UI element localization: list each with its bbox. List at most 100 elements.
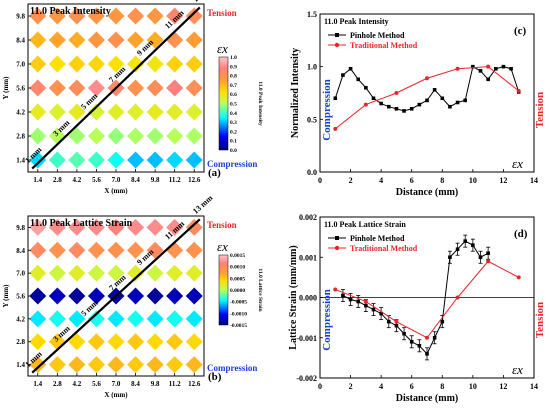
heatmap-cell [127,218,145,236]
y-tick-label: 5.6 [16,293,25,301]
x-tick-label: 10 [469,176,477,185]
panel-title: 11.0 Peak Lattice Strain [30,218,133,229]
data-point [440,319,445,324]
heatmap-cell [68,310,86,328]
colorbar-tick-label: 0.0015 [230,253,245,259]
panel-title: 11.0 Peak Intensity [324,17,389,26]
heatmap-cell [48,103,66,121]
heatmap-cell [185,264,203,282]
heatmap-cell [107,310,125,328]
heatmap-cell [166,310,184,328]
heatmap-cell [87,333,105,351]
data-point [455,66,460,71]
x-tick-label: 12 [499,176,507,185]
x-axis-label: X (mm) [104,187,128,195]
data-point [386,319,391,324]
heatmap-cell [146,151,164,169]
data-point [363,299,368,304]
x-tick-label: 5.6 [92,176,101,184]
heatmap-cell [48,241,66,259]
heatmap-cell [127,356,145,374]
heatmap-cell [146,218,164,236]
heatmap-cell [48,151,66,169]
data-point [394,107,399,111]
x-tick-label: 2 [349,176,353,185]
data-point [463,98,468,103]
heatmap-cell [146,287,164,305]
colorbar-tick-label: -0.0010 [230,311,247,317]
line-distance-label: 13 mm [191,193,215,216]
heatmap-cell [87,31,105,49]
data-point [356,299,361,304]
heatmap-cell [185,151,203,169]
tension-label: Tension [534,302,546,338]
heatmap-cell [185,31,203,49]
heatmap-cell [107,241,125,259]
heatmap-cell [68,241,86,259]
data-point [333,96,338,101]
legend-label: Traditional Method [350,244,418,253]
data-point [409,107,414,111]
x-tick-label: 11.2 [169,380,181,388]
data-point [486,64,491,69]
heatmap-cell [127,7,145,25]
colorbar-label: 11.0 Lattice Strain [257,268,263,311]
heatmap-cell [29,79,47,97]
heatmap-cell [146,333,164,351]
colorbar-tick-label: 0.3 [230,120,237,126]
data-point [432,88,437,92]
strain-symbol: εx [512,156,523,171]
data-point [471,243,475,247]
heatmap-cell [107,218,125,236]
heatmap-cell [48,356,66,374]
x-tick-label: 7.0 [112,176,121,184]
heatmap-cell [68,55,86,73]
heatmap-cell [29,127,47,145]
x-tick-label: 11.2 [169,176,181,184]
strain-symbol: εx [217,239,228,254]
data-point [486,77,490,82]
heatmap-cell [127,333,145,351]
heatmap-cell [68,79,86,97]
heatmap-cell [107,151,125,169]
y-tick-label: 4.2 [16,315,25,323]
x-tick-label: 4.2 [73,380,82,388]
heatmap-cell [146,31,164,49]
heatmap-cell [87,287,105,305]
heatmap-cell [48,55,66,73]
heatmap-cell [166,356,184,374]
x-tick-label: 4.2 [73,176,82,184]
data-point [501,64,506,69]
heatmap-cell [68,103,86,121]
heatmap-cell [185,241,203,259]
plot-frame [319,13,535,173]
colorbar-tick-label: 0.0005 [230,276,245,282]
heatmap-cell [166,151,184,169]
data-point [448,104,452,109]
heatmap-cell [29,333,47,351]
data-point [386,104,391,109]
x-tick-label: 12.6 [188,380,201,388]
y-tick-label: 7.0 [16,61,25,69]
heatmap-cell [87,103,105,121]
data-point [409,339,414,344]
heatmap-cell [29,264,47,282]
y-tick-label: 9.8 [16,13,25,21]
data-point [432,335,437,340]
data-point [486,251,490,256]
heatmap-cell [87,356,105,374]
data-point [348,66,353,71]
heatmap-cell [166,333,184,351]
data-point [402,109,406,113]
heatmap-cell [166,31,184,49]
colorbar-tick-label: 0.0010 [230,265,245,271]
heatmap-cell [87,127,105,145]
heatmap-cell [48,264,66,282]
heatmap-cell [107,264,125,282]
y-tick-label: 5.6 [16,85,25,93]
colorbar-tick-label: 0.2 [230,129,237,135]
heatmap-cell [185,310,203,328]
x-axis-label: Distance (mm) [396,187,458,198]
heatmap-cell [127,241,145,259]
heatmap-cell [48,287,66,305]
